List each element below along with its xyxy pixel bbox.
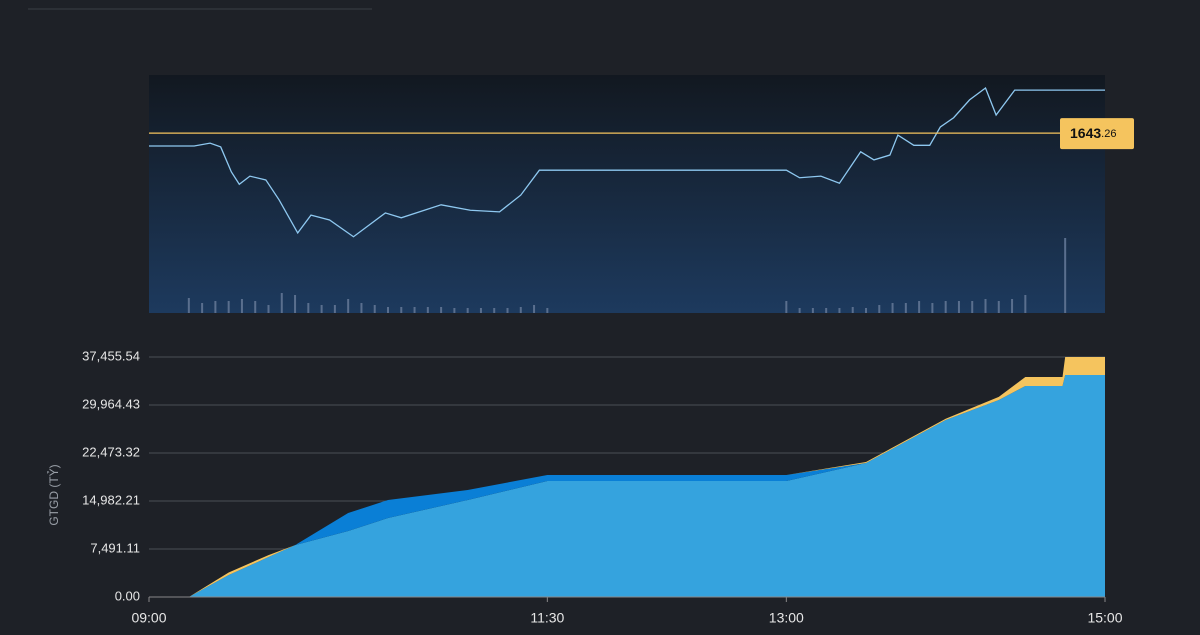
volume-bar	[785, 301, 788, 313]
volume-bar	[479, 308, 482, 313]
volume-bar	[214, 301, 217, 313]
reference-label-int: 1643	[1070, 125, 1101, 141]
volume-bar	[506, 308, 509, 313]
volume-bar	[825, 308, 828, 313]
volume-bar	[957, 301, 960, 313]
y-tick-label: 14,982.21	[82, 492, 140, 507]
volume-bar	[267, 305, 270, 313]
y-tick-label: 37,455.54	[82, 348, 140, 363]
y-tick-label: 22,473.32	[82, 444, 140, 459]
volume-bar	[426, 307, 429, 313]
volume-bar	[519, 307, 522, 313]
volume-bar	[798, 308, 801, 313]
y-axis-label: GTGD (TỶ)	[46, 464, 61, 525]
reference-label: 1643.26	[1070, 125, 1116, 141]
volume-bar	[891, 303, 894, 313]
volume-bar	[280, 293, 283, 313]
volume-bar	[865, 308, 867, 313]
x-tick-label: 09:00	[131, 610, 166, 626]
reference-label-box	[1060, 118, 1134, 150]
volume-bar	[294, 295, 297, 313]
volume-bar	[878, 305, 881, 313]
volume-bar	[307, 303, 310, 313]
volume-bar	[984, 299, 987, 313]
volume-bar	[387, 307, 389, 313]
volume-bar	[347, 299, 350, 313]
volume-bar	[227, 301, 230, 313]
volume-bar	[811, 308, 814, 313]
volume-bar	[918, 301, 921, 313]
x-tick-label: 13:00	[769, 610, 804, 626]
volume-bar	[493, 308, 496, 313]
volume-bar	[1024, 295, 1027, 313]
volume-bar	[931, 303, 934, 313]
volume-bar	[851, 307, 854, 313]
y-tick-label: 29,964.43	[82, 396, 140, 411]
volume-bar	[201, 303, 204, 313]
area	[149, 375, 1105, 597]
volume-bar	[320, 305, 323, 313]
volume-bar	[360, 303, 363, 313]
volume-bar	[413, 307, 416, 313]
reference-label-decimal: .26	[1101, 128, 1116, 140]
plot-background	[149, 75, 1105, 313]
y-tick-label: 0.00	[115, 588, 140, 603]
volume-bar	[453, 308, 456, 313]
x-tick-label: 11:30	[530, 610, 564, 626]
volume-bar	[838, 308, 841, 313]
volume-bar	[904, 303, 907, 313]
volume-bar	[187, 298, 190, 313]
volume-bar	[533, 305, 536, 313]
volume-bar	[1064, 238, 1067, 313]
y-tick-label: 7,491.11	[90, 540, 140, 555]
volume-bar	[997, 301, 1000, 313]
volume-bar	[400, 307, 403, 313]
volume-bar	[440, 307, 443, 313]
volume-bar	[333, 305, 336, 313]
volume-bar	[254, 301, 257, 313]
volume-bar	[240, 299, 243, 313]
volume-bar	[546, 308, 549, 313]
volume-bar	[971, 301, 974, 313]
volume-bar	[1011, 299, 1014, 313]
price-line	[149, 86, 1105, 238]
x-tick-label: 15:00	[1087, 610, 1122, 626]
volume-bar	[373, 305, 376, 313]
volume-bar	[466, 308, 469, 313]
volume-bar	[944, 301, 947, 313]
